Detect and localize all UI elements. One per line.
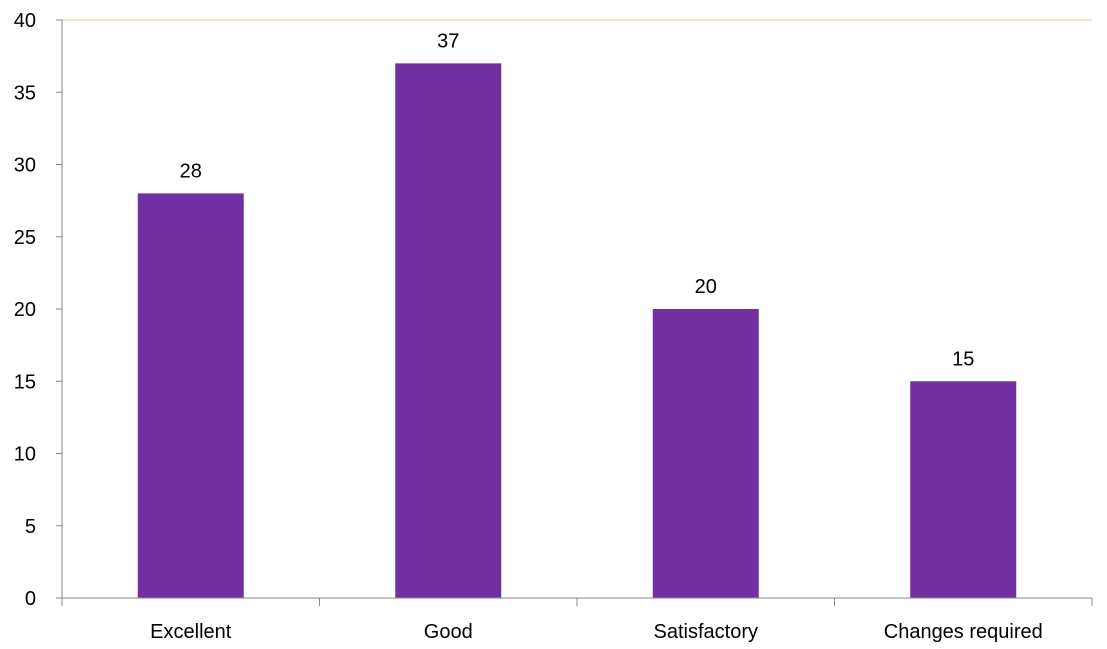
y-tick-label: 0 [25, 588, 36, 610]
bar [137, 193, 244, 598]
y-tick-label: 40 [14, 10, 36, 32]
data-label: 15 [952, 348, 974, 370]
bar [652, 309, 759, 598]
x-ticks-group: Excellent Good Satisfactory Changes require… [61, 598, 1093, 643]
y-tick-label: 35 [14, 82, 36, 104]
y-tick-label: 15 [14, 371, 36, 393]
x-tick-label: Changes required [884, 621, 1043, 643]
y-tick-label: 10 [14, 444, 36, 466]
x-tick-label: Excellent [150, 621, 232, 643]
bar [395, 63, 502, 599]
x-tick-label: Satisfactory [654, 621, 758, 643]
y-ticks-group: 0 5 10 15 20 25 30 35 40 [14, 10, 62, 610]
data-label: 20 [695, 276, 717, 298]
x-tick-label: Good [424, 621, 473, 643]
data-labels-group: 28 37 20 15 [180, 30, 975, 370]
bar [910, 381, 1017, 598]
y-tick-label: 25 [14, 227, 36, 249]
bars-group [137, 63, 1017, 599]
data-label: 28 [180, 160, 202, 182]
data-label: 37 [437, 30, 459, 52]
y-tick-label: 5 [25, 516, 36, 538]
y-tick-label: 30 [14, 155, 36, 177]
y-tick-label: 20 [14, 299, 36, 321]
